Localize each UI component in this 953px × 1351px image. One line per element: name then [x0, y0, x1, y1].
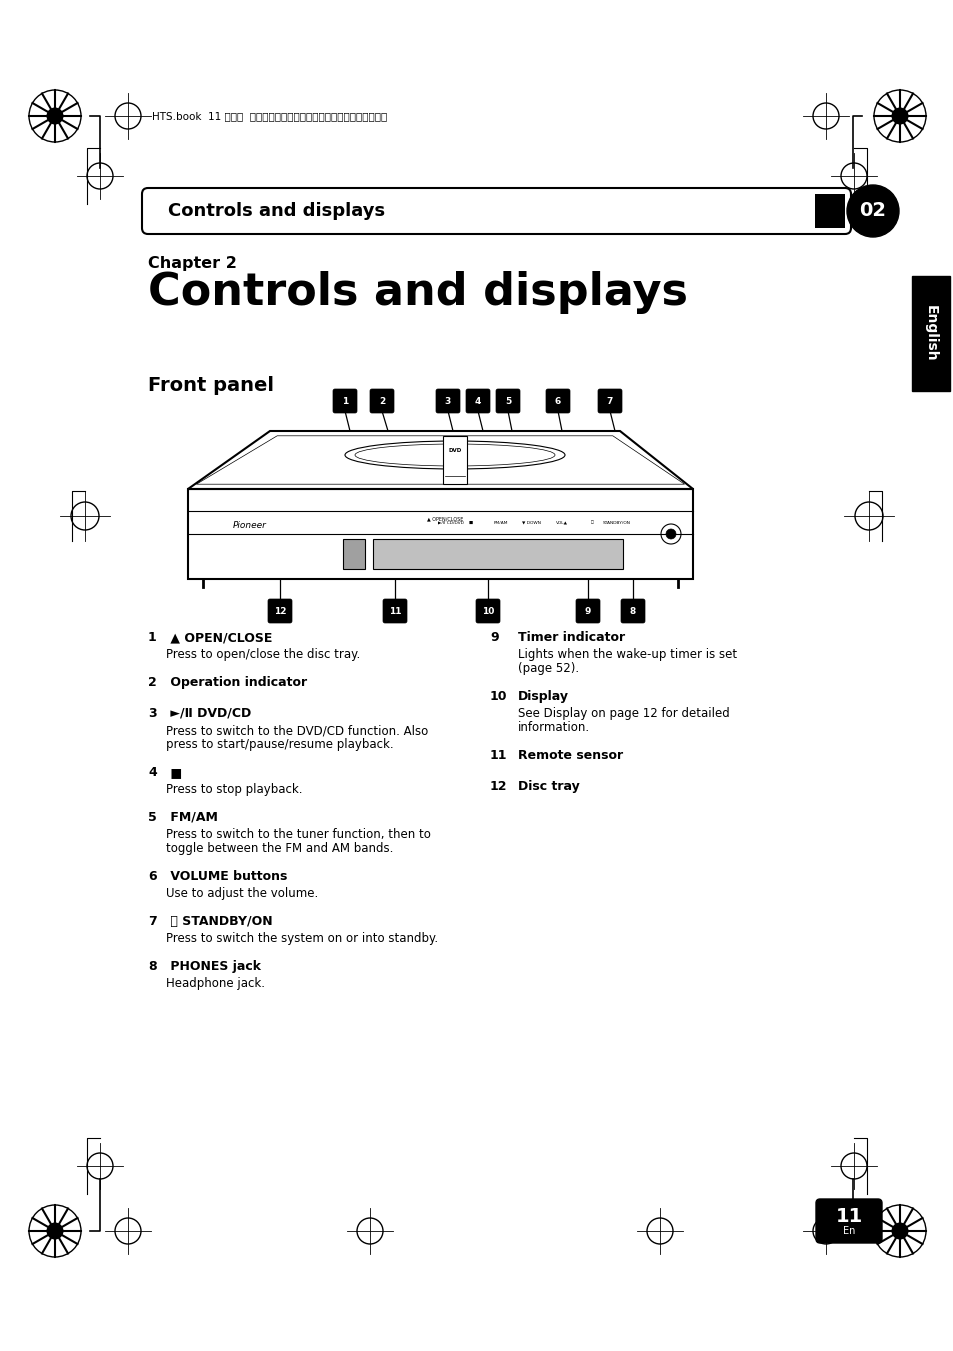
Text: 11: 11	[835, 1208, 862, 1227]
Text: information.: information.	[517, 721, 590, 734]
FancyBboxPatch shape	[476, 598, 499, 623]
Text: ▲ OPEN/CLOSE: ▲ OPEN/CLOSE	[166, 631, 273, 644]
FancyBboxPatch shape	[465, 389, 490, 413]
Text: Pioneer: Pioneer	[233, 521, 267, 531]
Text: PHONES jack: PHONES jack	[166, 961, 261, 973]
Text: toggle between the FM and AM bands.: toggle between the FM and AM bands.	[166, 842, 393, 855]
Text: HTS.book  11 ページ  ２００３年２月２５日　火曜日　午後１時４５分: HTS.book 11 ページ ２００３年２月２５日 火曜日 午後１時４５分	[152, 111, 387, 122]
Text: See Display on page 12 for detailed: See Display on page 12 for detailed	[517, 707, 729, 720]
Circle shape	[846, 185, 898, 236]
Text: Press to switch the system on or into standby.: Press to switch the system on or into st…	[166, 932, 437, 944]
FancyBboxPatch shape	[268, 598, 292, 623]
Text: 12: 12	[274, 607, 286, 616]
Text: Disc tray: Disc tray	[517, 780, 579, 793]
FancyBboxPatch shape	[142, 188, 850, 234]
Text: Chapter 2: Chapter 2	[148, 255, 236, 272]
Text: ▶/II CD/DVD: ▶/II CD/DVD	[437, 520, 463, 524]
FancyBboxPatch shape	[620, 598, 644, 623]
FancyBboxPatch shape	[382, 598, 407, 623]
Text: ■: ■	[468, 520, 473, 524]
Text: 8: 8	[629, 607, 636, 616]
Text: 9: 9	[584, 607, 591, 616]
Text: press to start/pause/resume playback.: press to start/pause/resume playback.	[166, 738, 394, 751]
Text: 3: 3	[444, 396, 451, 405]
Bar	[442, 436, 467, 484]
Text: 1: 1	[148, 631, 156, 644]
Circle shape	[665, 530, 676, 539]
Text: 5: 5	[148, 811, 156, 824]
Text: STANDBY/ON: STANDBY/ON	[602, 520, 631, 524]
Text: Press to switch to the tuner function, then to: Press to switch to the tuner function, t…	[166, 828, 431, 842]
FancyBboxPatch shape	[436, 389, 459, 413]
Text: 3: 3	[148, 707, 156, 720]
Text: 6: 6	[555, 396, 560, 405]
Text: 5: 5	[504, 396, 511, 405]
Text: Operation indicator: Operation indicator	[166, 676, 307, 689]
Text: Press to switch to the DVD/CD function. Also: Press to switch to the DVD/CD function. …	[166, 724, 428, 738]
FancyBboxPatch shape	[545, 389, 569, 413]
Text: ■: ■	[166, 766, 182, 780]
Text: ▼ DOWN: ▼ DOWN	[521, 520, 540, 524]
Text: 9: 9	[490, 631, 498, 644]
Text: FM/AM: FM/AM	[166, 811, 217, 824]
Text: ▲ OPEN/CLOSE: ▲ OPEN/CLOSE	[426, 516, 463, 521]
Text: 7: 7	[606, 396, 613, 405]
Text: 4: 4	[148, 766, 156, 780]
Text: VOL▲: VOL▲	[555, 520, 567, 524]
Text: Controls and displays: Controls and displays	[168, 203, 385, 220]
Text: 2: 2	[148, 676, 156, 689]
FancyBboxPatch shape	[370, 389, 394, 413]
Text: Front panel: Front panel	[148, 376, 274, 394]
Circle shape	[47, 108, 63, 124]
Text: 10: 10	[490, 690, 507, 703]
Text: En: En	[841, 1225, 854, 1236]
Text: 12: 12	[490, 780, 507, 793]
Text: Controls and displays: Controls and displays	[148, 272, 687, 313]
Text: Display: Display	[517, 690, 568, 703]
Text: 4: 4	[475, 396, 480, 405]
Circle shape	[891, 108, 907, 124]
Text: Timer indicator: Timer indicator	[517, 631, 624, 644]
Circle shape	[891, 1223, 907, 1239]
FancyBboxPatch shape	[496, 389, 519, 413]
Bar	[343, 539, 365, 569]
Text: ⏻: ⏻	[590, 520, 593, 524]
Text: VOLUME buttons: VOLUME buttons	[166, 870, 287, 884]
FancyBboxPatch shape	[333, 389, 356, 413]
Bar	[188, 489, 692, 580]
Text: 02: 02	[859, 201, 885, 220]
Text: Lights when the wake-up timer is set: Lights when the wake-up timer is set	[517, 648, 737, 661]
Text: English: English	[923, 305, 937, 362]
Text: 8: 8	[148, 961, 156, 973]
FancyBboxPatch shape	[598, 389, 621, 413]
Text: 11: 11	[388, 607, 401, 616]
Text: (page 52).: (page 52).	[517, 662, 578, 676]
Text: ⏻ STANDBY/ON: ⏻ STANDBY/ON	[166, 915, 273, 928]
Text: Press to stop playback.: Press to stop playback.	[166, 784, 302, 796]
Text: 7: 7	[148, 915, 156, 928]
FancyBboxPatch shape	[576, 598, 599, 623]
Bar	[911, 276, 949, 390]
FancyBboxPatch shape	[815, 1198, 882, 1243]
Circle shape	[47, 1223, 63, 1239]
Text: Headphone jack.: Headphone jack.	[166, 977, 265, 990]
Text: Remote sensor: Remote sensor	[517, 748, 622, 762]
Text: Use to adjust the volume.: Use to adjust the volume.	[166, 888, 318, 900]
Text: 11: 11	[490, 748, 507, 762]
Text: 6: 6	[148, 870, 156, 884]
Bar	[373, 539, 622, 569]
Bar	[814, 195, 844, 228]
Text: FM/AM: FM/AM	[494, 520, 508, 524]
Text: 1: 1	[341, 396, 348, 405]
Text: Press to open/close the disc tray.: Press to open/close the disc tray.	[166, 648, 360, 661]
Text: 10: 10	[481, 607, 494, 616]
Text: DVD: DVD	[448, 449, 461, 453]
Text: ►/Ⅱ DVD/CD: ►/Ⅱ DVD/CD	[166, 707, 251, 720]
Text: 2: 2	[378, 396, 385, 405]
